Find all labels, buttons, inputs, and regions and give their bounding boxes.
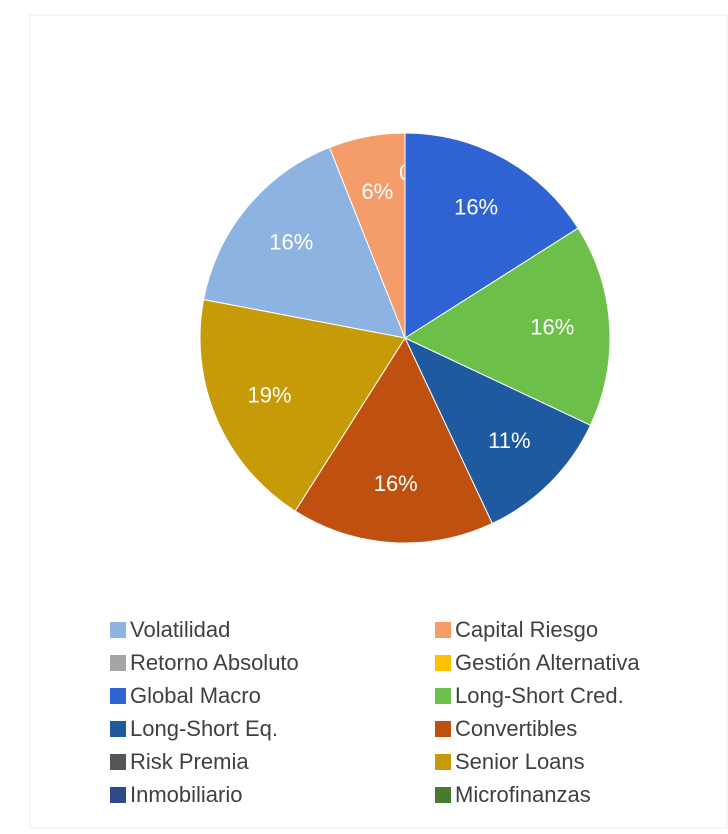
- pie-slice: [203, 146, 406, 339]
- value-label: 19%: [248, 382, 292, 407]
- legend-label: Convertibles: [455, 716, 577, 741]
- legend-label: Inmobiliario: [130, 782, 243, 807]
- legend-swatch: [110, 787, 126, 803]
- value-label: 16%: [454, 194, 498, 219]
- pie-slice: [294, 336, 493, 544]
- value-label: 16%: [374, 471, 418, 496]
- legend-swatch: [110, 622, 126, 638]
- legend-label: Retorno Absoluto: [130, 650, 299, 675]
- legend-label: Gestión Alternativa: [455, 650, 640, 675]
- legend-swatch: [110, 721, 126, 737]
- legend-label: Volatilidad: [130, 617, 230, 642]
- legend-label: Capital Riesgo: [455, 617, 598, 642]
- legend-swatch: [110, 754, 126, 770]
- pie-slice: [403, 336, 592, 525]
- legend-label: Global Macro: [130, 683, 261, 708]
- value-label: 16%: [530, 315, 574, 340]
- legend-label: Senior Loans: [455, 749, 585, 774]
- legend-label: Microfinanzas: [455, 782, 591, 807]
- legend-swatch: [435, 622, 451, 638]
- legend-swatch: [110, 655, 126, 671]
- legend-swatch: [435, 787, 451, 803]
- pie-slice: [199, 299, 406, 512]
- pie-slice: [404, 132, 579, 339]
- pie-slice: [403, 227, 611, 426]
- value-label: 11%: [488, 428, 530, 453]
- legend-swatch: [110, 688, 126, 704]
- value-label: 6%: [361, 179, 393, 204]
- legend-swatch: [435, 754, 451, 770]
- legend-swatch: [435, 721, 451, 737]
- legend-label: Long-Short Eq.: [130, 716, 278, 741]
- legend-swatch: [435, 688, 451, 704]
- legend-label: Risk Premia: [130, 749, 249, 774]
- value-label: 16%: [269, 230, 313, 255]
- legend-label: Long-Short Cred.: [455, 683, 624, 708]
- legend-swatch: [435, 655, 451, 671]
